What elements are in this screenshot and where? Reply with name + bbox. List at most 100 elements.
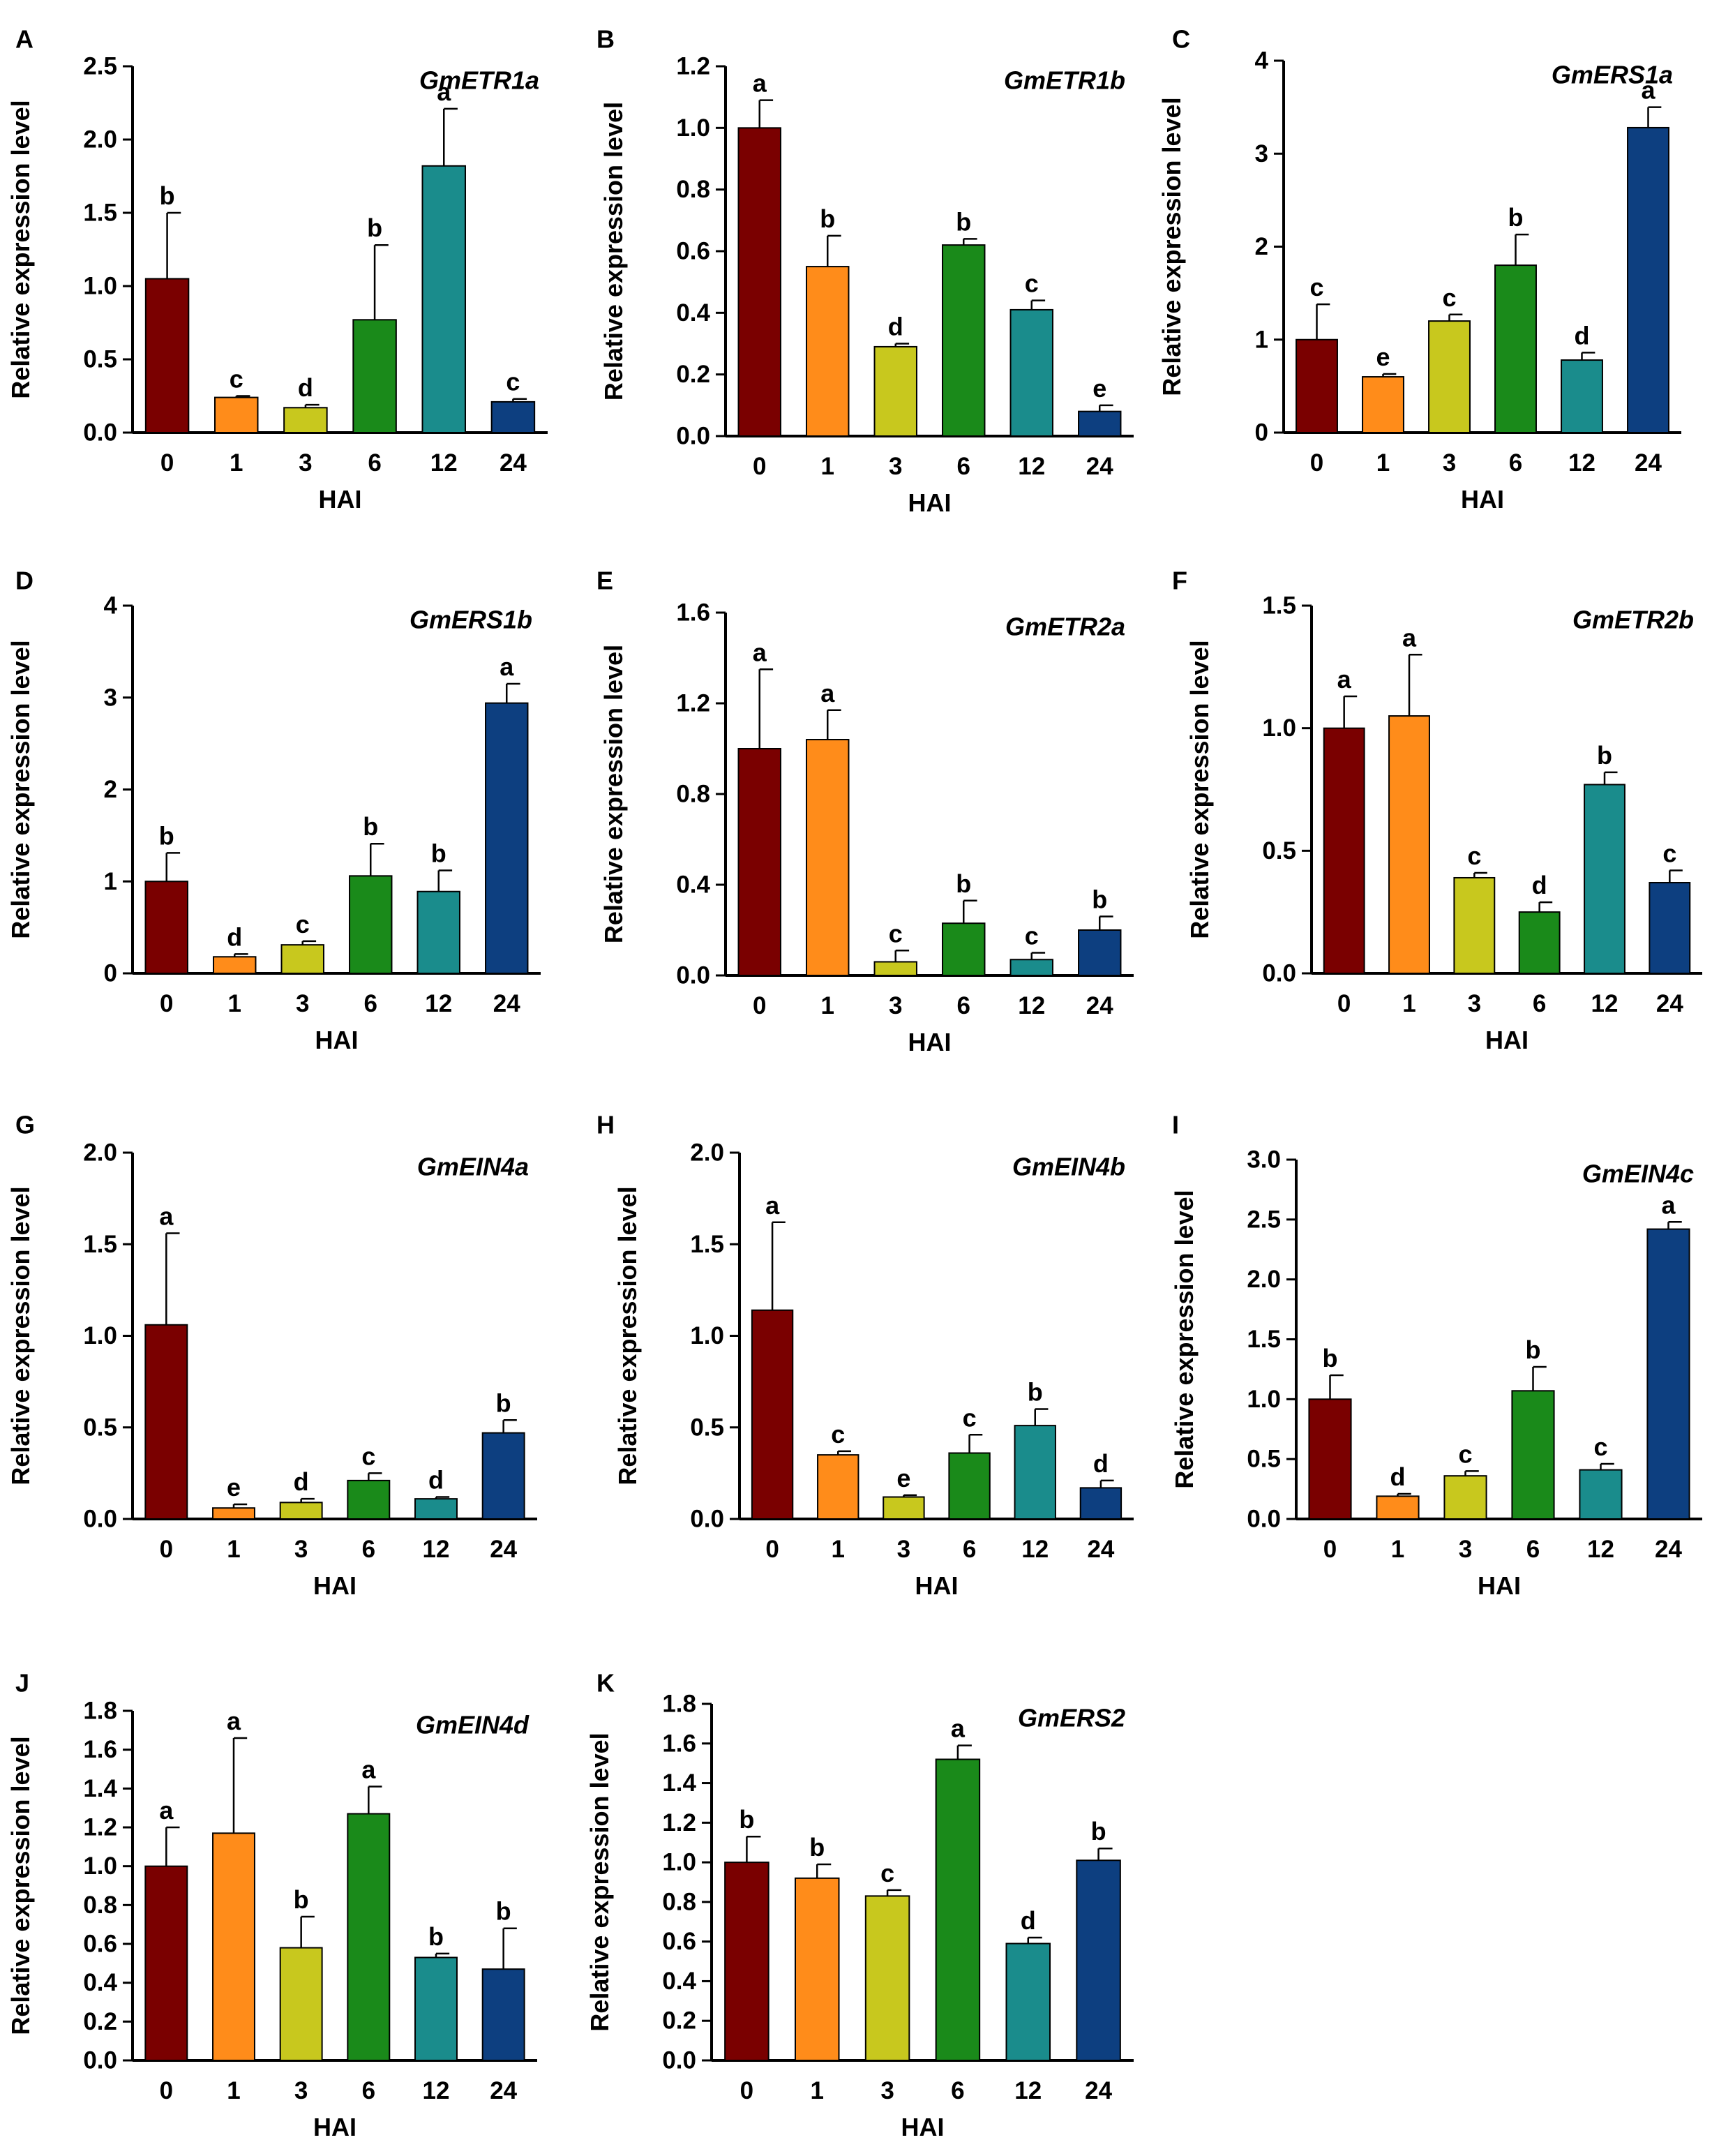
x-tick-label: 12 bbox=[1018, 992, 1045, 1019]
x-tick-label: 0 bbox=[1323, 1536, 1337, 1563]
x-tick-label: 0 bbox=[753, 992, 766, 1019]
x-tick-label: 1 bbox=[230, 449, 243, 477]
y-tick-label: 2.0 bbox=[1247, 1266, 1281, 1293]
x-tick-label: 6 bbox=[1526, 1536, 1540, 1563]
x-tick-label: 12 bbox=[423, 1536, 450, 1563]
x-tick-label: 0 bbox=[160, 2077, 173, 2104]
y-tick-label: 0.8 bbox=[676, 781, 710, 808]
y-tick-label: 4 bbox=[104, 592, 118, 620]
x-tick-label: 6 bbox=[362, 1536, 375, 1563]
y-tick-label: 1.8 bbox=[662, 1691, 696, 1718]
bar bbox=[352, 319, 397, 433]
y-tick-label: 0.5 bbox=[83, 1414, 117, 1441]
panel-g: G 0.0 0.5 1.0 1.5 2.0 Relative expression leve… bbox=[6, 1110, 537, 1600]
y-tick-label: 0.5 bbox=[1262, 837, 1296, 864]
x-tick-label: 24 bbox=[1655, 1536, 1682, 1563]
x-tick-label: 3 bbox=[889, 453, 902, 480]
panel-letter: A bbox=[15, 24, 33, 53]
bar bbox=[948, 1452, 991, 1520]
y-tick-label: 2.0 bbox=[83, 1139, 117, 1167]
bar bbox=[212, 1832, 255, 2062]
y-tick-label: 0.0 bbox=[676, 423, 710, 450]
significance-letter: b bbox=[809, 1833, 825, 1862]
x-axis-title: HAI bbox=[313, 1571, 356, 1600]
x-tick-label: 0 bbox=[160, 1536, 173, 1563]
y-tick-label: 0.6 bbox=[662, 1928, 696, 1955]
y-tick-label: 1.2 bbox=[662, 1809, 696, 1836]
y-tick-label: 1.2 bbox=[676, 690, 710, 717]
significance-letter: d bbox=[1390, 1462, 1406, 1491]
panel-letter: D bbox=[15, 566, 33, 594]
bar bbox=[144, 1324, 188, 1520]
y-tick-label: 0.2 bbox=[662, 2007, 696, 2035]
x-tick-label: 1 bbox=[821, 453, 834, 480]
bar bbox=[806, 266, 850, 437]
x-tick-label: 12 bbox=[1587, 1536, 1614, 1563]
significance-letter: c bbox=[1467, 841, 1481, 870]
y-tick-label: 2.5 bbox=[1247, 1206, 1281, 1233]
bar bbox=[416, 890, 460, 975]
bar bbox=[1005, 1942, 1051, 2062]
bar bbox=[1078, 929, 1122, 976]
y-tick-label: 0.0 bbox=[662, 2047, 696, 2074]
y-tick-label: 1.0 bbox=[1247, 1386, 1281, 1413]
significance-letter: d bbox=[1021, 1906, 1036, 1935]
bar bbox=[1376, 1495, 1420, 1520]
y-axis-title: Relative expression level bbox=[6, 640, 35, 938]
y-tick-label: 3 bbox=[1255, 140, 1268, 167]
x-tick-label: 12 bbox=[423, 2077, 450, 2104]
y-tick-label: 1.5 bbox=[690, 1231, 724, 1258]
x-tick-label: 24 bbox=[490, 2077, 517, 2104]
bar bbox=[935, 1758, 981, 2061]
significance-letter: d bbox=[1575, 321, 1590, 350]
x-tick-label: 3 bbox=[294, 2077, 308, 2104]
x-tick-label: 1 bbox=[811, 2077, 824, 2104]
y-tick-label: 0.2 bbox=[676, 361, 710, 388]
gene-title: GmETR2b bbox=[1572, 605, 1694, 634]
y-tick-label: 0.8 bbox=[83, 1892, 117, 1919]
gene-title: GmETR2a bbox=[1005, 612, 1125, 641]
x-tick-label: 24 bbox=[490, 1536, 517, 1563]
significance-letter: a bbox=[753, 69, 767, 98]
y-tick-label: 1.8 bbox=[83, 1698, 117, 1725]
x-tick-label: 0 bbox=[160, 990, 173, 1017]
bar bbox=[280, 944, 324, 974]
x-tick-label: 1 bbox=[1402, 990, 1416, 1017]
y-tick-label: 1.0 bbox=[676, 114, 710, 142]
y-tick-label: 2 bbox=[1255, 233, 1268, 260]
x-tick-label: 6 bbox=[1509, 449, 1522, 477]
significance-letter: c bbox=[1593, 1432, 1607, 1461]
bar bbox=[1076, 1859, 1121, 2061]
significance-letter: b bbox=[160, 181, 175, 210]
x-tick-label: 1 bbox=[227, 1536, 240, 1563]
y-tick-label: 1.6 bbox=[676, 599, 710, 627]
bar bbox=[1388, 715, 1430, 974]
x-tick-label: 6 bbox=[951, 2077, 964, 2104]
significance-letter: c bbox=[831, 1420, 845, 1448]
significance-letter: e bbox=[1092, 374, 1106, 403]
panel-letter: F bbox=[1172, 566, 1187, 594]
y-tick-label: 0.4 bbox=[676, 871, 710, 899]
y-tick-label: 0.6 bbox=[676, 238, 710, 265]
x-tick-label: 12 bbox=[1021, 1536, 1049, 1563]
y-tick-label: 1.2 bbox=[83, 1814, 117, 1841]
x-tick-label: 0 bbox=[160, 449, 174, 477]
significance-letter: d bbox=[227, 922, 242, 951]
significance-letter: d bbox=[888, 313, 903, 341]
x-tick-label: 0 bbox=[1310, 449, 1323, 477]
significance-letter: a bbox=[820, 679, 835, 708]
significance-letter: d bbox=[294, 1467, 309, 1496]
significance-letter: b bbox=[496, 1388, 511, 1417]
x-tick-label: 3 bbox=[1468, 990, 1481, 1017]
significance-letter: b bbox=[1028, 1378, 1043, 1407]
significance-letter: c bbox=[889, 919, 903, 948]
bar bbox=[347, 1479, 391, 1520]
significance-letter: c bbox=[1309, 273, 1323, 301]
panel-letter: E bbox=[596, 566, 613, 594]
significance-letter: a bbox=[1661, 1190, 1676, 1219]
x-tick-label: 12 bbox=[1568, 449, 1595, 477]
panel-letter: C bbox=[1172, 24, 1190, 53]
significance-letter: c bbox=[1025, 922, 1039, 950]
bar bbox=[481, 1968, 525, 2062]
